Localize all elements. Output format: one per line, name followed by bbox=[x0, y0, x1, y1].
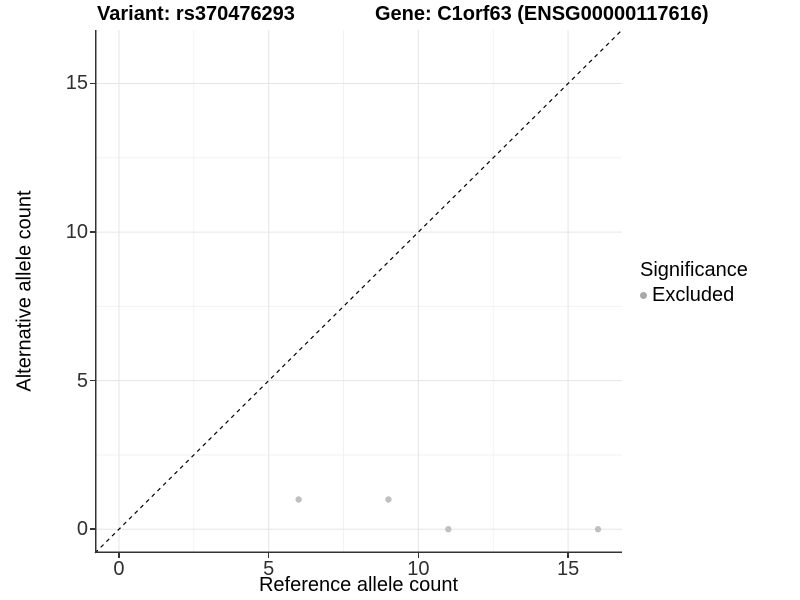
plot-panel bbox=[94, 29, 623, 554]
plot-title-variant: Variant: rs370476293 bbox=[97, 3, 295, 25]
y-tick-mark bbox=[90, 379, 95, 382]
x-tick-label: 10 bbox=[407, 558, 430, 580]
y-tick-label: 0 bbox=[76, 518, 88, 541]
y-tick-mark bbox=[90, 231, 95, 233]
legend-item-label: Excluded bbox=[652, 284, 735, 306]
data-point bbox=[445, 526, 452, 533]
identity-line bbox=[94, 29, 623, 554]
data-point bbox=[295, 496, 302, 503]
x-axis-title: Reference allele count bbox=[258, 574, 458, 596]
x-tick-mark bbox=[417, 553, 420, 558]
legend-title: Significance bbox=[640, 259, 748, 281]
y-tick-label: 5 bbox=[76, 369, 88, 392]
legend: Significance Excluded bbox=[640, 258, 748, 307]
y-tick-label: 10 bbox=[65, 221, 88, 244]
legend-key-dot-icon bbox=[640, 291, 647, 299]
plot-title-gene: Gene: C1orf63 (ENSG00000117616) bbox=[375, 3, 709, 25]
x-tick-mark bbox=[267, 553, 270, 558]
data-point bbox=[594, 526, 602, 533]
y-tick-mark bbox=[90, 82, 95, 85]
legend-item-excluded: Excluded bbox=[640, 283, 748, 307]
x-tick-label: 0 bbox=[113, 558, 125, 580]
data-point bbox=[385, 496, 392, 503]
x-tick-mark bbox=[567, 553, 569, 558]
y-tick-mark bbox=[90, 528, 95, 530]
x-tick-label: 5 bbox=[263, 558, 275, 580]
y-axis-title: Alternative allele count bbox=[13, 190, 36, 392]
x-tick-mark bbox=[118, 553, 120, 558]
x-tick-label: 15 bbox=[556, 558, 580, 580]
y-tick-label: 15 bbox=[65, 72, 88, 95]
